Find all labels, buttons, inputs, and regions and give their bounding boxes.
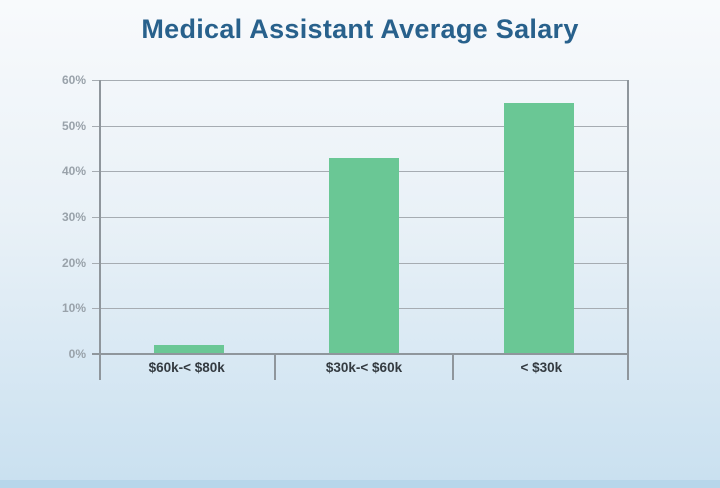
bar-$30k-< $60k [328,157,399,354]
bar-cell [452,80,627,354]
x-axis-category-label: $60k-< $80k [148,359,225,375]
bar-$60k-< $80k [153,344,224,354]
y-axis-tick-label: 10% [61,301,86,316]
bars-layer [101,80,627,354]
y-axis-tick-label: 40% [61,164,86,179]
plot-right-border [627,80,629,380]
y-axis-tick-label: 0% [68,347,86,361]
y-axis-tick-label: 50% [61,118,86,133]
bar-cell [276,80,451,354]
bottom-edge-strip [0,480,720,488]
bar-< $30k [504,102,575,354]
x-axis-category-label: < $30k [451,354,629,380]
gridline [92,125,629,127]
chart-title: Medical Assistant Average Salary [141,14,579,44]
y-axis-line [99,80,101,380]
bar-chart-plot-area: 0% 10% 20% 30% 40% 50% 60% $60k-< $80k $30k-< $… [62,73,629,380]
bar-cell [101,80,276,354]
x-axis-line [92,353,629,355]
y-axis-tick-labels: 0% 10% 20% 30% 40% 50% 60% [40,73,86,361]
y-axis-tick-label: 20% [61,255,86,270]
x-axis-category-labels: $60k-< $80k $30k-< $60k < $30k [99,354,629,380]
y-axis-tick-label: 60% [61,73,86,87]
x-axis-category-label: $30k-< $60k [274,354,451,380]
y-axis-tick-label: 30% [61,210,86,224]
gridline [92,80,629,81]
